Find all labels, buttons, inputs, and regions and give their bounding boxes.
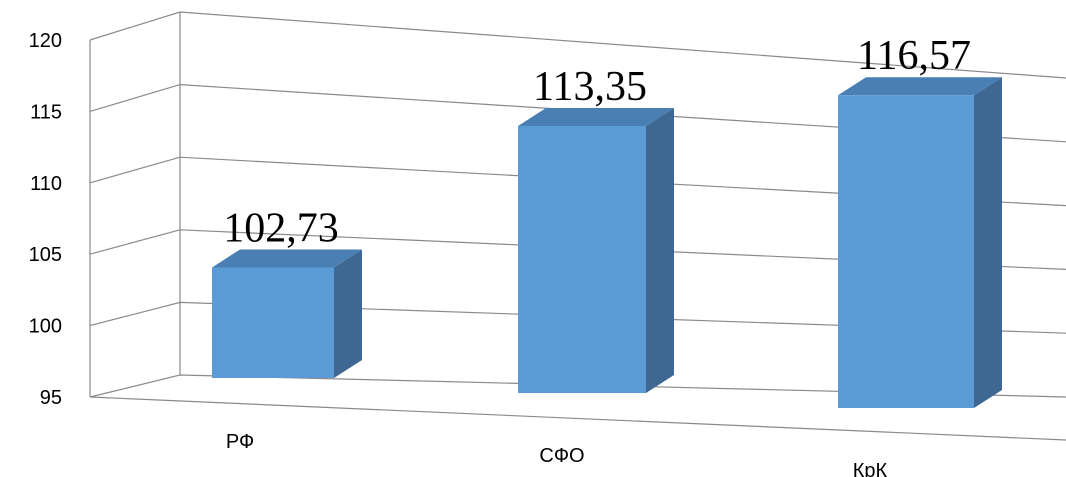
y-axis-tick-labels: 95 100 105 110 115 120 [29,30,62,409]
bar-front-face [212,267,334,378]
bar-front-face [518,126,646,393]
bar [212,249,362,378]
y-tick-label: 110 [30,173,62,195]
y-tick-label: 100 [29,316,62,338]
bar-top-face [518,108,674,127]
bar-side-face [646,108,674,393]
floor-edge [89,396,1066,441]
gridlines [89,11,1066,441]
x-tick-label: СФО [539,445,584,467]
data-label: 113,35 [533,64,647,110]
bar-side-face [974,77,1002,409]
x-tick-label: РФ [226,431,254,453]
bar [838,77,1002,409]
y-tick-label: 120 [29,30,62,52]
y-tick-label: 115 [30,101,62,123]
bar-front-face [838,95,974,409]
x-axis-tick-labels: РФ СФО КрК [226,431,888,477]
bar-side-face [334,249,362,378]
bars [212,77,1002,409]
y-tick-label: 95 [40,387,62,409]
data-label: 102,73 [223,205,339,251]
bar-top-face [212,249,362,268]
y-tick-label: 105 [29,244,62,266]
data-label: 116,57 [857,33,971,79]
data-labels: 102,73 113,35 116,57 [223,33,971,251]
x-tick-label: КрК [853,460,888,477]
bar-top-face [838,77,1002,96]
bar [518,108,674,393]
